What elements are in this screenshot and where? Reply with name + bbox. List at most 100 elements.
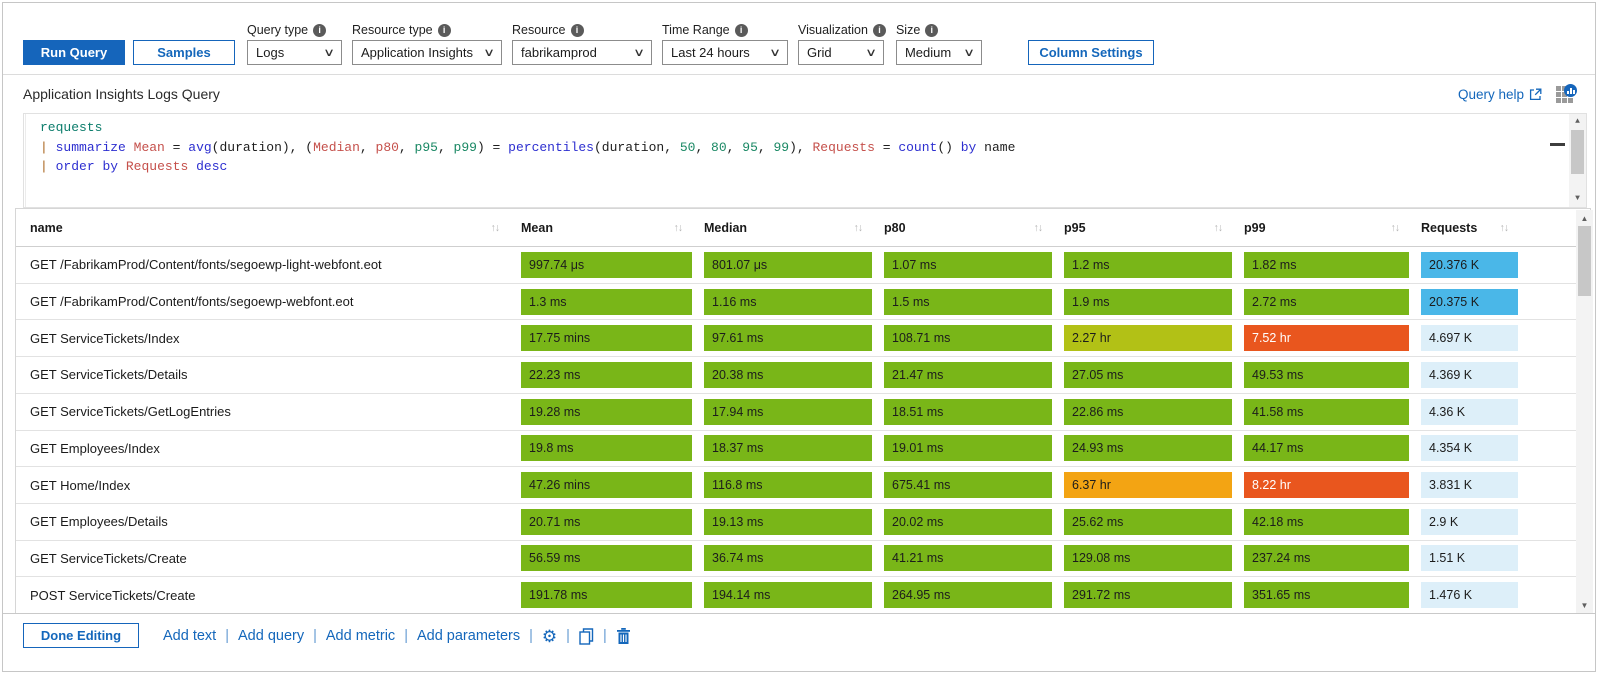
cell-p80: 264.95 ms	[884, 582, 1052, 609]
done-editing-button[interactable]: Done Editing	[23, 623, 139, 648]
link-add-query[interactable]: Add query	[237, 628, 305, 644]
column-header-label: Median	[704, 220, 748, 235]
scroll-up-icon[interactable]: ▲	[1580, 213, 1589, 223]
column-header-mean[interactable]: Mean ↑↓	[509, 209, 692, 246]
column-header-label: Requests	[1421, 220, 1478, 235]
sort-icon[interactable]: ↑↓	[853, 221, 863, 234]
cell-p95: 1.2 ms	[1064, 251, 1232, 278]
cell-requests: 20.376 K	[1421, 251, 1518, 278]
cell-p80: 20.02 ms	[884, 508, 1052, 535]
cell-p80: 19.01 ms	[884, 435, 1052, 462]
sort-icon[interactable]: ↑↓	[490, 221, 500, 234]
sort-icon[interactable]: ↑↓	[1499, 221, 1509, 234]
grid-visualization-icon[interactable]	[1556, 84, 1577, 104]
cell-p99: 7.52 hr	[1244, 325, 1409, 352]
copy-icon[interactable]	[579, 627, 594, 645]
column-header-label: p80	[884, 220, 906, 235]
cell-mean: 17.75 mins	[521, 325, 692, 352]
trash-icon[interactable]	[616, 627, 631, 645]
editor-scrollbar[interactable]: ▲ ▼	[1569, 114, 1586, 207]
grid-scrollbar[interactable]: ▲ ▼	[1576, 210, 1593, 613]
scroll-down-icon[interactable]: ▼	[1575, 194, 1580, 204]
column-settings-button[interactable]: Column Settings	[1027, 40, 1154, 65]
sort-icon[interactable]: ↑↓	[1213, 221, 1223, 234]
editor-cursor-marker	[1550, 143, 1565, 146]
cell-median: 801.07 μs	[704, 251, 872, 278]
cell-p99: 1.82 ms	[1244, 251, 1409, 278]
cell-p99: 2.72 ms	[1244, 288, 1409, 315]
sort-icon[interactable]: ↑↓	[1033, 221, 1043, 234]
query-line: requests	[40, 120, 103, 135]
cell-p99: 42.18 ms	[1244, 508, 1409, 535]
cell-mean: 19.28 ms	[521, 398, 692, 425]
column-header-p99[interactable]: p99 ↑↓	[1232, 209, 1409, 246]
grid-body: GET /FabrikamProd/Content/fonts/segoewp-…	[16, 247, 1590, 613]
query-code[interactable]: requests | summarize Mean = avg(duration)…	[25, 114, 1586, 207]
title-row: Application Insights Logs Query Query he…	[3, 75, 1595, 113]
link-add-parameters[interactable]: Add parameters	[416, 628, 521, 644]
separator: |	[225, 628, 229, 644]
cell-p80: 1.5 ms	[884, 288, 1052, 315]
gear-icon[interactable]: ⚙	[541, 626, 558, 646]
dropdown-time-range[interactable]: Last 24 hours ∨	[662, 40, 788, 65]
cell-p99: 41.58 ms	[1244, 398, 1409, 425]
query-line: | summarize Mean = avg(duration), (Media…	[40, 139, 1016, 155]
query-help-link[interactable]: Query help	[1458, 87, 1542, 102]
cell-p95: 1.9 ms	[1064, 288, 1232, 315]
footer-toolbar: Done Editing Add text | Add query | Add metr…	[3, 613, 1595, 671]
cell-p99: 8.22 hr	[1244, 472, 1409, 499]
cell-requests: 4.354 K	[1421, 435, 1518, 462]
scroll-down-icon[interactable]: ▼	[1580, 600, 1589, 610]
dropdown-group-resource: Resource i fabrikamprod ∨	[512, 23, 652, 65]
column-header-p80[interactable]: p80 ↑↓	[872, 209, 1052, 246]
cell-requests: 1.476 K	[1421, 582, 1518, 609]
cell-p95: 27.05 ms	[1064, 361, 1232, 388]
dropdown-query-type[interactable]: Logs ∨	[247, 40, 342, 65]
samples-button[interactable]: Samples	[133, 40, 235, 65]
column-header-name[interactable]: name ↑↓	[24, 209, 509, 246]
cell-mean: 997.74 μs	[521, 251, 692, 278]
column-header-requests[interactable]: Requests ↑↓	[1409, 209, 1518, 246]
grid-scrollbar-thumb[interactable]	[1578, 226, 1591, 296]
cell-name: GET ServiceTickets/Details	[30, 367, 188, 383]
dropdown-group-size: Size i Medium ∨	[895, 23, 982, 65]
cell-requests: 20.375 K	[1421, 288, 1518, 315]
table-row: GET ServiceTickets/GetLogEntries 19.28 ms…	[16, 392, 1590, 430]
table-row: GET ServiceTickets/Create 56.59 ms 36.74 m…	[16, 539, 1590, 577]
cell-p80: 21.47 ms	[884, 361, 1052, 388]
table-row: GET Home/Index 47.26 mins 116.8 ms 675.41 m…	[16, 466, 1590, 503]
scroll-up-icon[interactable]: ▲	[1575, 117, 1580, 127]
info-icon: i	[437, 23, 451, 37]
cell-p95: 25.62 ms	[1064, 508, 1232, 535]
cell-mean: 191.78 ms	[521, 582, 692, 609]
info-icon: i	[570, 23, 584, 37]
external-link-icon	[1529, 88, 1542, 100]
info-icon: i	[313, 23, 327, 37]
dropdown-size[interactable]: Medium ∨	[895, 40, 982, 65]
cell-p80: 108.71 ms	[884, 325, 1052, 352]
chevron-down-icon: ∨	[864, 47, 878, 59]
cell-p95: 129.08 ms	[1064, 545, 1232, 572]
dropdown-resource-type[interactable]: Application Insights ∨	[352, 40, 502, 65]
chevron-down-icon: ∨	[482, 47, 496, 59]
cell-p99: 49.53 ms	[1244, 361, 1409, 388]
cell-mean: 47.26 mins	[521, 472, 692, 499]
cell-requests: 4.36 K	[1421, 398, 1518, 425]
column-header-p95[interactable]: p95 ↑↓	[1052, 209, 1232, 246]
dropdown-resource[interactable]: fabrikamprod ∨	[512, 40, 652, 65]
sort-icon[interactable]: ↑↓	[1390, 221, 1400, 234]
sort-icon[interactable]: ↑↓	[673, 221, 683, 234]
editor-scrollbar-thumb[interactable]	[1571, 130, 1584, 174]
dropdown-value: Last 24 hours	[671, 45, 750, 60]
run-query-button[interactable]: Run Query	[23, 40, 125, 65]
cell-name: GET ServiceTickets/GetLogEntries	[30, 404, 231, 420]
dropdown-label: Time Range	[662, 23, 730, 37]
dropdown-visualization[interactable]: Grid ∨	[798, 40, 884, 65]
link-add-metric[interactable]: Add metric	[325, 628, 396, 644]
toolbar: Run Query Samples Query type i Logs ∨ Re…	[3, 3, 1595, 75]
dropdown-group-time-range: Time Range i Last 24 hours ∨	[662, 23, 788, 65]
column-header-label: p99	[1244, 220, 1266, 235]
results-grid: name ↑↓ Mean ↑↓ Median ↑↓ p80 ↑↓ p95 ↑↓ p99 ↑↓ Reque…	[15, 208, 1593, 613]
link-add-text[interactable]: Add text	[163, 628, 217, 644]
column-header-median[interactable]: Median ↑↓	[692, 209, 872, 246]
